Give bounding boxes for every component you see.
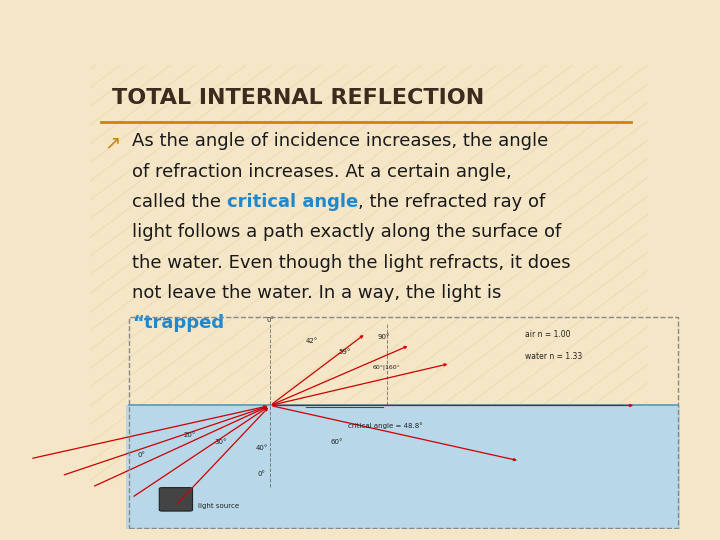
Text: “trapped: “trapped (132, 314, 224, 332)
Text: 20°: 20° (184, 433, 196, 438)
Text: 60°|160°: 60°|160° (373, 364, 400, 370)
Text: light follows a path exactly along the surface of: light follows a path exactly along the s… (132, 223, 561, 241)
Text: 90°: 90° (377, 334, 390, 340)
Bar (126, 406, 680, 529)
Text: 60°: 60° (330, 438, 343, 445)
Text: 59°: 59° (339, 349, 351, 355)
FancyBboxPatch shape (159, 488, 192, 511)
Text: 0°: 0° (258, 471, 266, 477)
Text: called the: called the (132, 193, 227, 211)
Text: the water. Even though the light refracts, it does: the water. Even though the light refract… (132, 254, 570, 272)
Text: 40°: 40° (256, 445, 268, 451)
Text: critical angle = 48.8°: critical angle = 48.8° (348, 422, 423, 429)
Text: 0°: 0° (266, 317, 274, 323)
Text: not leave the water. In a way, the light is: not leave the water. In a way, the light… (132, 284, 501, 302)
Text: ↗: ↗ (104, 133, 120, 152)
Text: 42°: 42° (305, 339, 318, 345)
Text: critical angle: critical angle (227, 193, 358, 211)
Text: of refraction increases. At a certain angle,: of refraction increases. At a certain an… (132, 163, 512, 180)
Text: water n = 1.33: water n = 1.33 (525, 352, 582, 361)
Text: 0°: 0° (137, 451, 145, 457)
Text: air n = 1.00: air n = 1.00 (525, 330, 571, 339)
Text: 30°: 30° (214, 438, 227, 445)
Text: TOTAL INTERNAL REFLECTION: TOTAL INTERNAL REFLECTION (112, 87, 485, 107)
Text: , the refracted ray of: , the refracted ray of (358, 193, 545, 211)
Text: light source: light source (198, 503, 239, 509)
Text: As the angle of incidence increases, the angle: As the angle of incidence increases, the… (132, 132, 548, 150)
